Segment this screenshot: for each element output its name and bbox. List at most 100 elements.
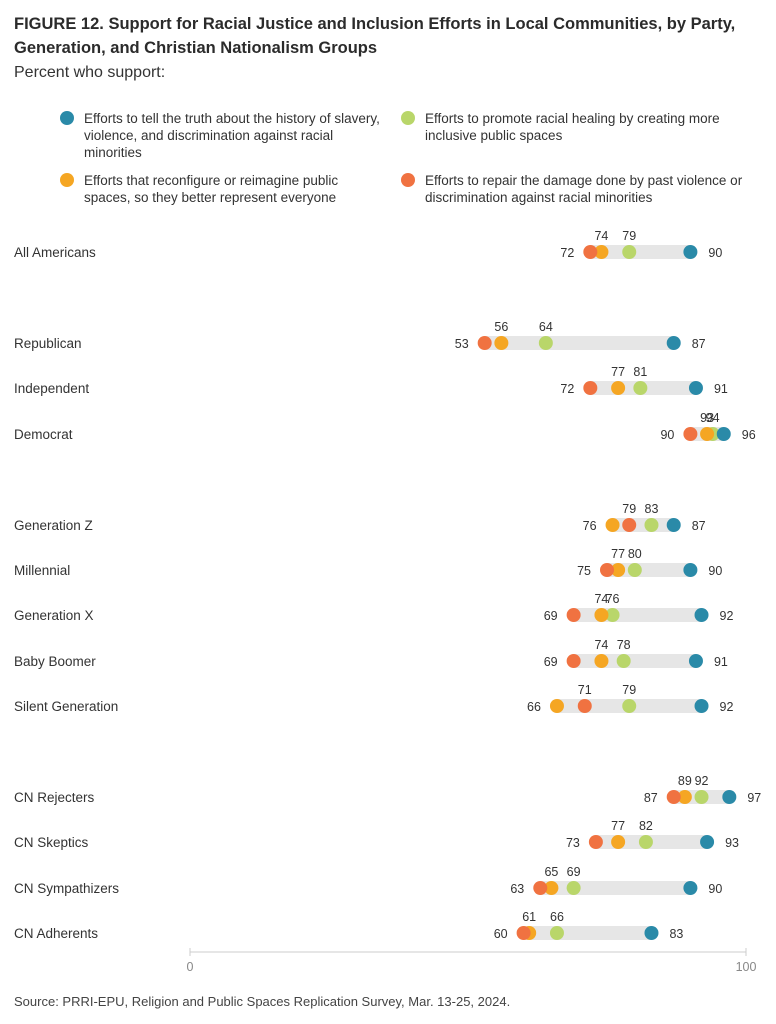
legend-dot-reimagine-icon	[60, 173, 74, 187]
row-label: CN Sympathizers	[14, 881, 119, 896]
legend-dot-healing-icon	[401, 111, 415, 125]
data-label-truth: 83	[669, 927, 683, 941]
data-point-repair	[533, 881, 548, 895]
data-point-repair	[666, 790, 681, 804]
data-label-repair: 72	[560, 382, 574, 396]
range-track	[590, 245, 691, 259]
data-label-healing: 80	[628, 547, 642, 561]
data-point-truth	[683, 563, 698, 577]
data-label-truth: 92	[720, 609, 734, 623]
data-label-repair: 71	[578, 683, 592, 697]
row-label: CN Adherents	[14, 926, 98, 941]
row-label: Generation Z	[14, 518, 93, 533]
data-point-reimagine	[611, 563, 626, 577]
data-label-truth: 96	[742, 428, 756, 442]
data-point-repair	[683, 427, 698, 441]
data-label-repair: 63	[510, 882, 524, 896]
data-label-reimagine: 65	[544, 865, 558, 879]
row-label: Democrat	[14, 427, 73, 442]
data-point-truth	[683, 881, 698, 895]
data-label-truth: 90	[708, 246, 722, 260]
data-label-repair: 75	[577, 564, 591, 578]
data-point-healing	[616, 654, 631, 668]
row-label: Independent	[14, 381, 89, 396]
legend-label-healing: Efforts to promote racial healing by cre…	[425, 111, 720, 143]
range-track	[573, 654, 696, 668]
data-point-repair	[566, 654, 581, 668]
data-point-truth	[666, 518, 681, 532]
x-tick-label: 100	[736, 960, 757, 974]
data-point-reimagine	[677, 790, 692, 804]
data-point-reimagine	[494, 336, 509, 350]
data-point-reimagine	[611, 381, 626, 395]
data-label-healing: 66	[550, 910, 564, 924]
x-tick-label: 0	[187, 960, 194, 974]
source-note: Source: PRRI-EPU, Religion and Public Sp…	[14, 994, 511, 1009]
data-label-healing: 79	[622, 683, 636, 697]
data-point-truth	[666, 336, 681, 350]
data-label-reimagine: 76	[583, 519, 597, 533]
range-track	[612, 518, 674, 532]
data-point-healing	[622, 245, 637, 259]
data-point-healing	[638, 835, 653, 849]
data-label-truth: 87	[692, 337, 706, 351]
data-label-truth: 90	[708, 882, 722, 896]
data-label-truth: 97	[747, 791, 761, 805]
data-label-reimagine: 93	[700, 411, 714, 425]
data-point-repair	[577, 699, 592, 713]
data-point-reimagine	[594, 608, 609, 622]
data-point-healing	[566, 881, 581, 895]
data-label-truth: 91	[714, 655, 728, 669]
range-track	[540, 881, 691, 895]
data-label-truth: 90	[708, 564, 722, 578]
data-point-reimagine	[544, 881, 559, 895]
data-point-truth	[694, 699, 709, 713]
data-point-healing	[605, 608, 620, 622]
data-label-reimagine: 56	[494, 320, 508, 334]
data-point-repair	[583, 245, 598, 259]
data-point-truth	[644, 926, 659, 940]
data-point-repair	[566, 608, 581, 622]
data-label-healing: 64	[539, 320, 553, 334]
data-label-reimagine: 66	[527, 700, 541, 714]
row-label: Baby Boomer	[14, 654, 96, 669]
range-track	[523, 926, 652, 940]
data-label-reimagine: 74	[594, 638, 608, 652]
data-label-reimagine: 74	[594, 592, 608, 606]
data-label-truth: 91	[714, 382, 728, 396]
data-label-healing: 82	[639, 819, 653, 833]
data-point-reimagine	[594, 245, 609, 259]
data-label-repair: 60	[494, 927, 508, 941]
data-label-healing: 79	[622, 229, 636, 243]
data-label-truth: 93	[725, 836, 739, 850]
data-point-healing	[549, 926, 564, 940]
row-label: Millennial	[14, 563, 70, 578]
data-point-reimagine	[605, 518, 620, 532]
data-point-reimagine	[549, 699, 564, 713]
data-point-repair	[622, 518, 637, 532]
dot-plot-chart: 0 100 All Americans 72 74 79 90 Republican 53 56 6…	[14, 229, 761, 974]
data-label-repair: 53	[455, 337, 469, 351]
data-label-healing: 81	[633, 365, 647, 379]
chart-subtitle: Percent who support:	[14, 64, 166, 81]
data-point-reimagine	[611, 835, 626, 849]
data-label-reimagine: 77	[611, 547, 625, 561]
data-point-truth	[722, 790, 737, 804]
data-label-reimagine: 77	[611, 819, 625, 833]
data-point-healing	[694, 790, 709, 804]
chart-title: FIGURE 12. Support for Racial Justice an…	[14, 15, 736, 57]
data-label-reimagine: 61	[522, 910, 536, 924]
range-track	[484, 336, 674, 350]
data-point-truth	[688, 381, 703, 395]
legend-label-repair: Efforts to repair the damage done by pas…	[425, 173, 743, 205]
data-label-healing: 94	[706, 411, 720, 425]
data-label-repair: 87	[644, 791, 658, 805]
row-label: All Americans	[14, 245, 96, 260]
data-point-healing	[622, 699, 637, 713]
data-label-healing: 76	[606, 592, 620, 606]
data-point-repair	[600, 563, 614, 577]
row-label: Republican	[14, 336, 82, 351]
data-label-reimagine: 77	[611, 365, 625, 379]
legend-label-reimagine: Efforts that reconfigure or reimagine pu…	[84, 173, 339, 205]
legend-dot-truth-icon	[60, 111, 74, 125]
